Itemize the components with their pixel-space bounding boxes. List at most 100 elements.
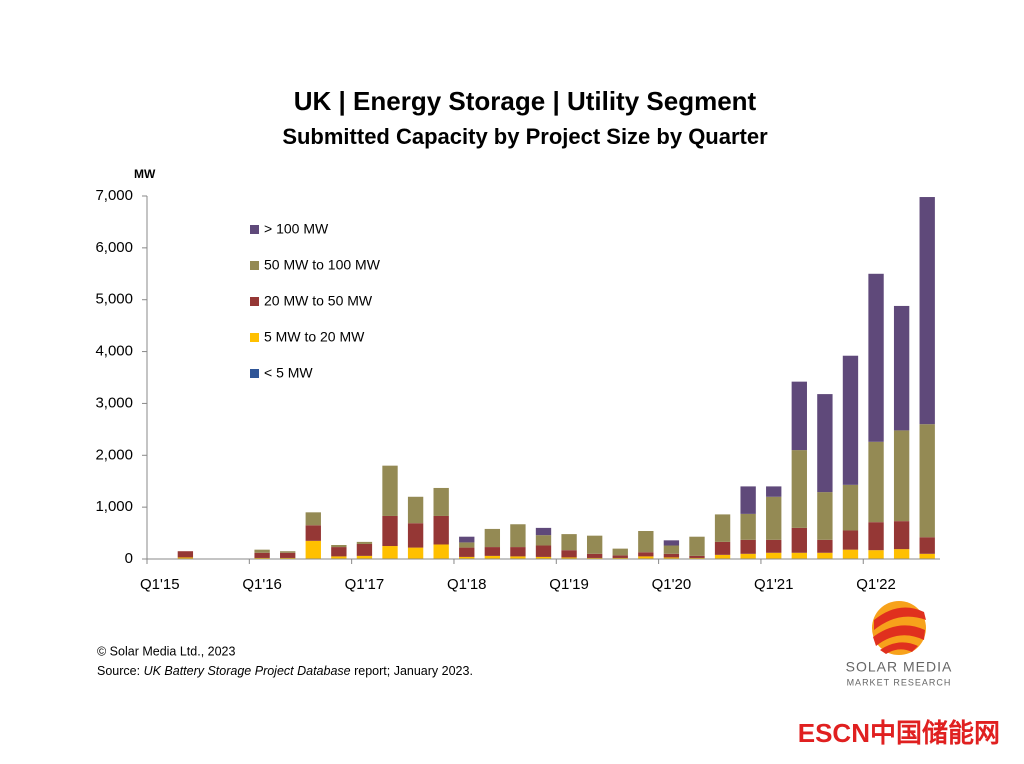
- bar-segment: [689, 557, 705, 559]
- bar-segment: [305, 540, 321, 559]
- legend-label: 50 MW to 100 MW: [264, 257, 381, 273]
- bar-segment: [663, 557, 680, 559]
- bar-segment: [484, 528, 501, 548]
- x-tick-label: Q1'16: [242, 576, 282, 593]
- logo-name: SOLAR MEDIA: [846, 659, 953, 675]
- logo-stripe: [874, 607, 926, 630]
- x-tick-label: Q1'17: [345, 576, 385, 593]
- legend-swatch: [250, 261, 259, 270]
- y-axis-unit: MW: [134, 167, 156, 181]
- bar-segment: [868, 441, 884, 523]
- bar-segment: [535, 535, 552, 546]
- bar-segment: [868, 273, 884, 442]
- logo-stripe: [880, 642, 918, 654]
- bar-segment: [407, 547, 424, 559]
- bar-segment: [561, 557, 577, 559]
- bar-segment: [842, 355, 859, 485]
- bar-segment: [407, 496, 424, 524]
- legend-label: < 5 MW: [264, 365, 313, 381]
- y-tick-label: 2,000: [95, 446, 133, 463]
- bar-segment: [586, 553, 603, 558]
- bar-segment: [305, 512, 321, 526]
- bar-segment: [510, 556, 526, 559]
- bar-segment: [919, 553, 935, 559]
- bar-segment: [356, 543, 373, 556]
- bar-segment: [842, 530, 859, 550]
- bar-segment: [433, 544, 449, 559]
- bar-segment: [638, 552, 654, 557]
- source-title: UK Battery Storage Project Database: [144, 664, 351, 678]
- bar-segment: [868, 550, 884, 559]
- chart-subtitle: Submitted Capacity by Project Size by Qu…: [282, 124, 768, 149]
- logo-tagline: MARKET RESEARCH: [847, 677, 952, 687]
- legend-swatch: [250, 297, 259, 306]
- bar-segment: [459, 536, 475, 543]
- bar-segment: [561, 534, 577, 551]
- legend-swatch: [250, 225, 259, 234]
- bar-segment: [766, 539, 782, 553]
- bar-segment: [638, 556, 654, 559]
- legend-label: 20 MW to 50 MW: [264, 293, 373, 309]
- bar-segment: [638, 530, 654, 553]
- bar-segment: [740, 553, 756, 559]
- bar-segment: [459, 547, 475, 557]
- bar-segment: [791, 381, 807, 451]
- bar-segment: [535, 545, 552, 557]
- bar-segment: [714, 541, 731, 555]
- bar-segment: [280, 552, 296, 558]
- x-tick-label: Q1'19: [549, 576, 589, 593]
- bar-segment: [842, 484, 859, 531]
- bar-segment: [817, 539, 833, 553]
- bar-segment: [817, 394, 833, 493]
- x-tick-label: Q1'18: [447, 576, 487, 593]
- bar-segment: [459, 556, 475, 559]
- bar-segment: [919, 537, 935, 554]
- bar-segment: [919, 424, 935, 538]
- source: Source: UK Battery Storage Project Datab…: [97, 664, 473, 678]
- bar-segment: [766, 486, 782, 497]
- bar-segment: [612, 548, 628, 556]
- bar-segment: [791, 450, 807, 528]
- logo-icon: [872, 601, 926, 655]
- bar-segment: [254, 557, 270, 559]
- bar-segment: [868, 522, 884, 551]
- bar-segment: [893, 305, 910, 431]
- bar-segment: [663, 545, 680, 554]
- bar-segment: [766, 552, 782, 559]
- bar-segment: [535, 556, 552, 559]
- y-tick-label: 3,000: [95, 394, 133, 411]
- bar-segment: [305, 525, 321, 541]
- watermark: ESCN中国储能网: [798, 718, 1000, 748]
- bar-segment: [382, 546, 398, 559]
- bar-segment: [331, 544, 347, 548]
- bar-segment: [689, 536, 705, 556]
- y-tick-label: 1,000: [95, 498, 133, 515]
- bar-segment: [484, 547, 501, 556]
- bar-segment: [254, 552, 270, 558]
- bar-segment: [356, 541, 373, 544]
- logo-stripe: [873, 625, 925, 646]
- bar-segment: [817, 552, 833, 559]
- bar-segment: [842, 549, 859, 559]
- y-tick-label: 4,000: [95, 343, 133, 360]
- bar-segment: [791, 552, 807, 559]
- bar-segment: [177, 557, 194, 559]
- bar-segment: [817, 492, 833, 540]
- bar-segment: [766, 496, 782, 540]
- legend-label: 5 MW to 20 MW: [264, 329, 365, 345]
- bar-segment: [280, 551, 296, 553]
- bar-segment: [893, 549, 910, 559]
- bar-segment: [510, 524, 526, 548]
- bar-segment: [740, 486, 756, 514]
- source-suffix: report; January 2023.: [351, 664, 473, 678]
- bar-segment: [663, 540, 680, 546]
- bar-segment: [459, 542, 475, 548]
- bar-segment: [331, 556, 347, 559]
- bar-segment: [510, 547, 526, 557]
- bar-segment: [689, 555, 705, 558]
- bar-segment: [714, 554, 731, 559]
- bar-segment: [893, 430, 910, 522]
- x-tick-label: Q1'20: [652, 576, 692, 593]
- legend-swatch: [250, 369, 259, 378]
